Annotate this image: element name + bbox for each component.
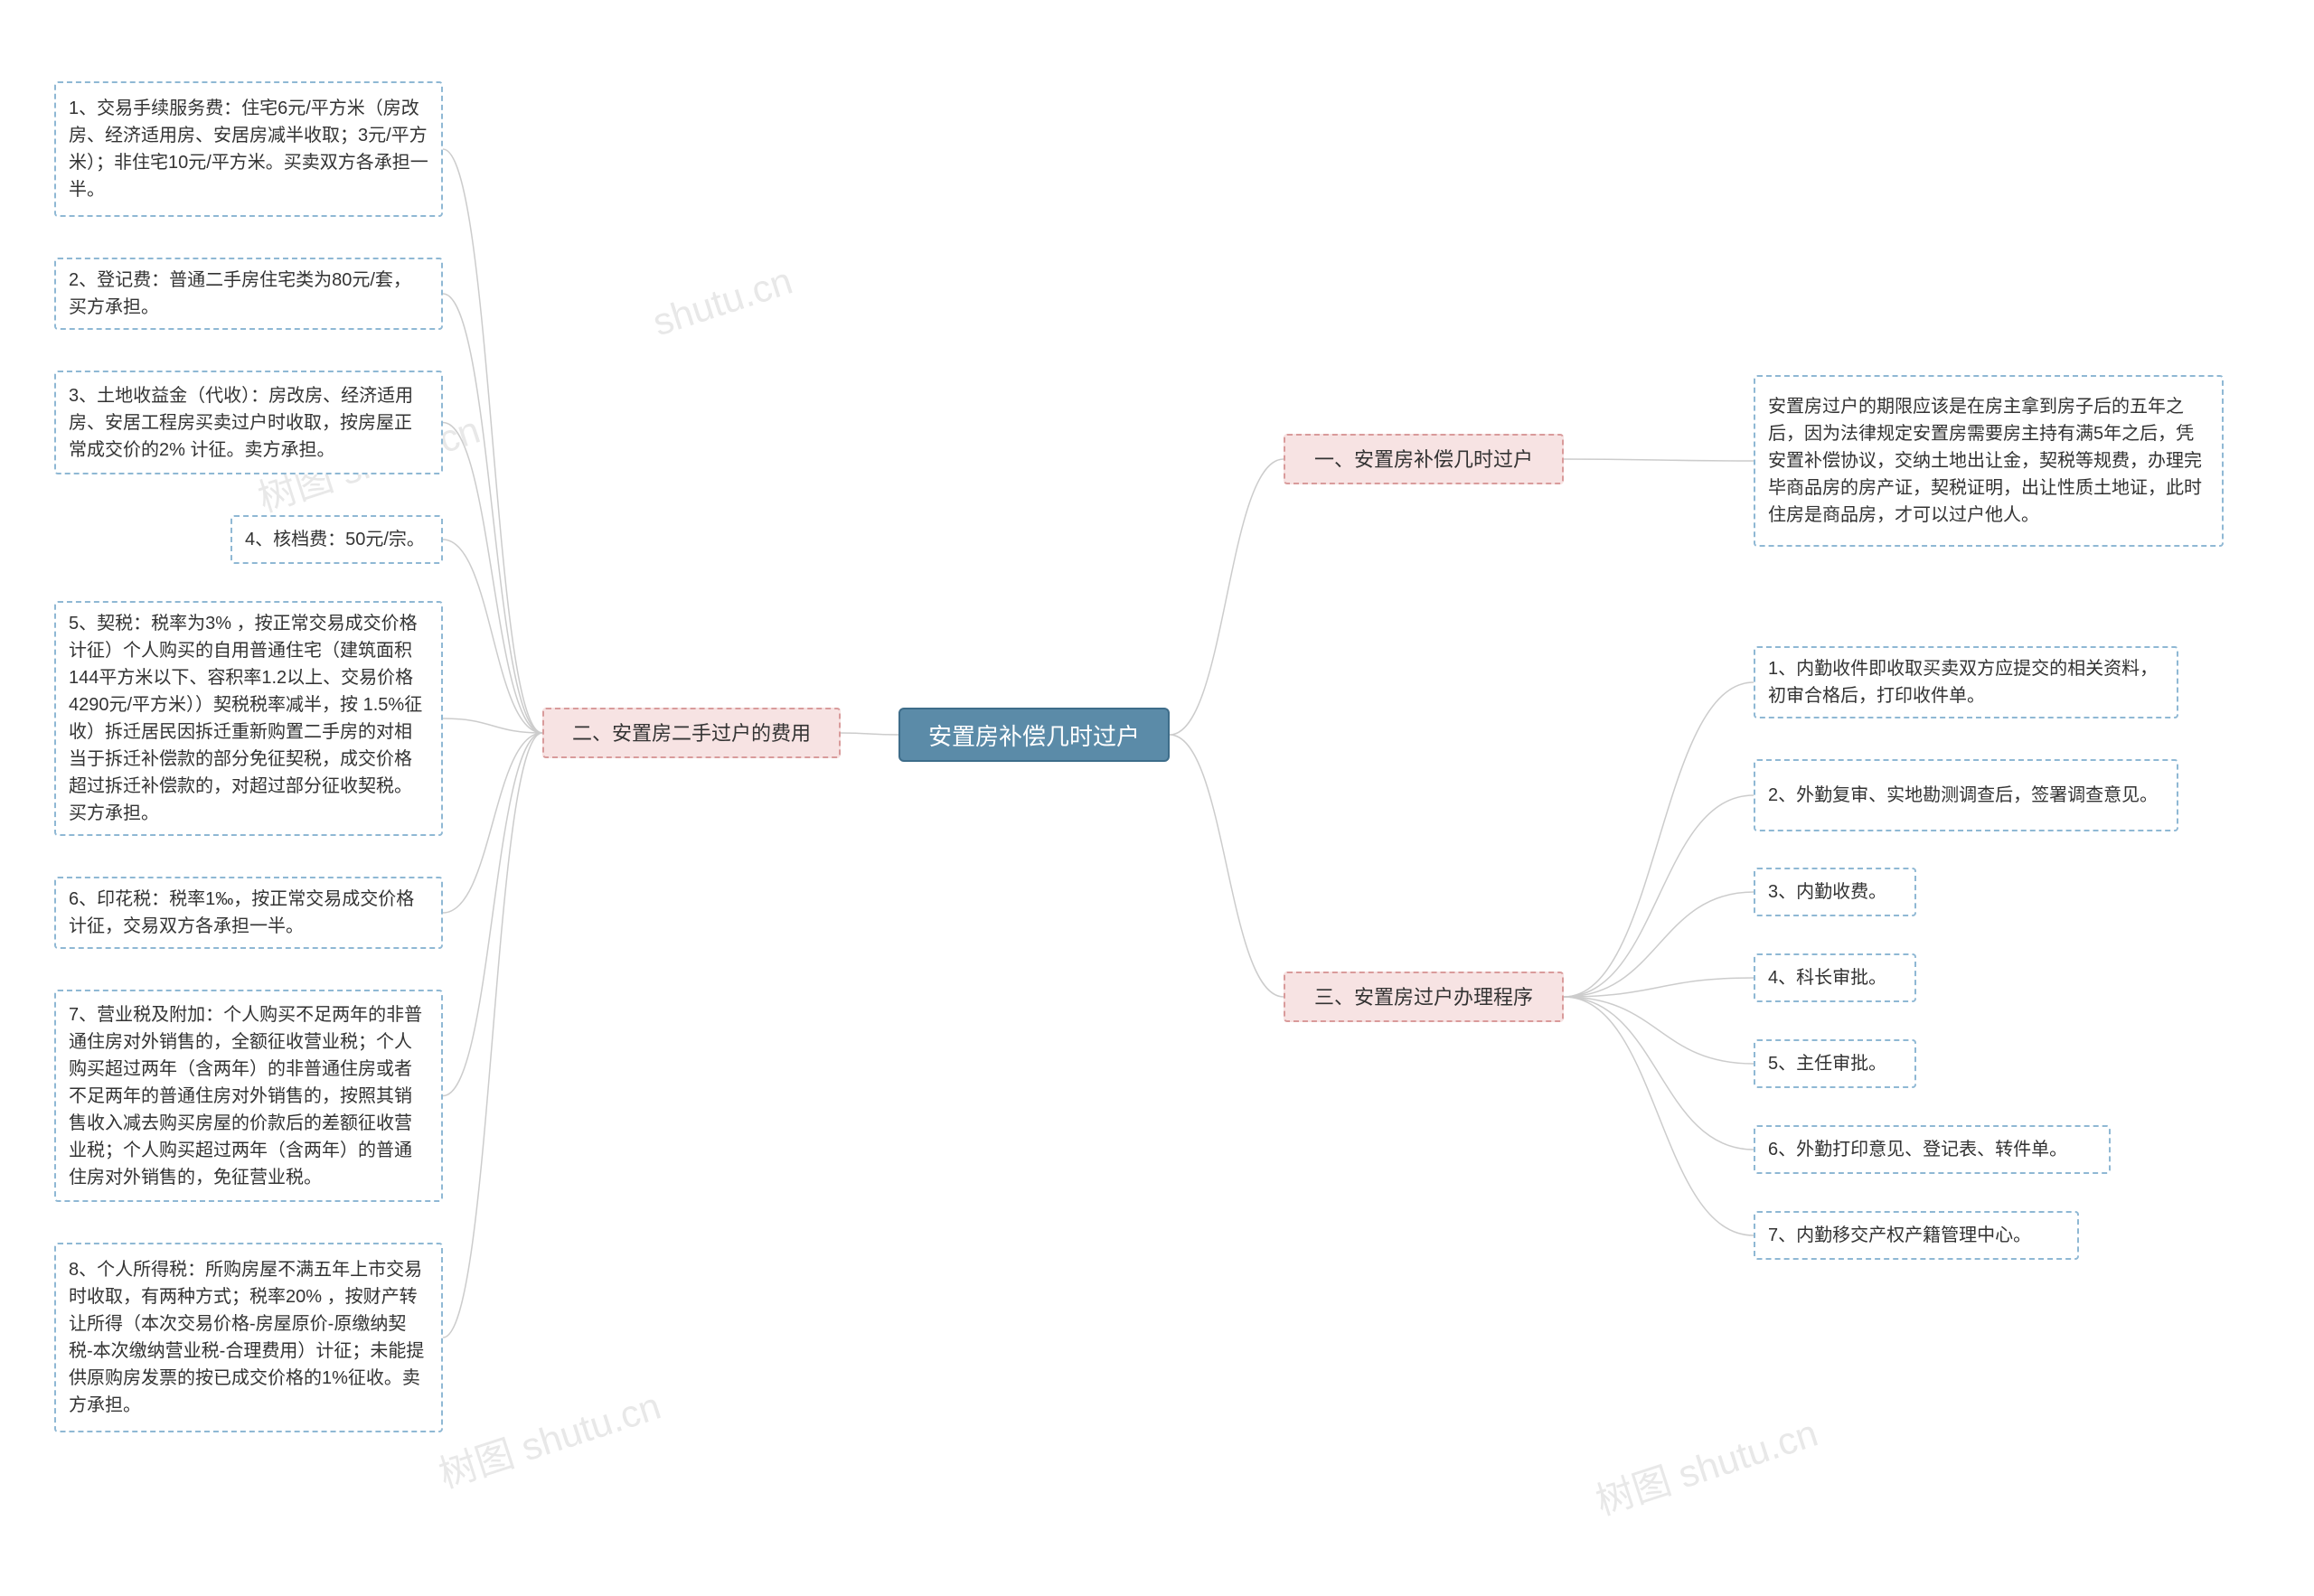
leaf-b3c2-label: 2、外勤复审、实地勘测调查后，签署调查意见。 [1768, 782, 2158, 809]
leaf-b3c3: 3、内勤收费。 [1754, 868, 1916, 916]
leaf-b2c5: 5、契税：税率为3% ，按正常交易成交价格计征）个人购买的自用普通住宅（建筑面积… [54, 601, 443, 836]
leaf-b2c5-label: 5、契税：税率为3% ，按正常交易成交价格计征）个人购买的自用普通住宅（建筑面积… [69, 610, 428, 827]
leaf-b2c8-label: 8、个人所得税：所购房屋不满五年上市交易时收取，有两种方式；税率20% ，按财产… [69, 1256, 428, 1419]
branch-b1-label: 一、安置房补偿几时过户 [1314, 445, 1533, 474]
leaf-b3c1-label: 1、内勤收件即收取买卖双方应提交的相关资料，初审合格后，打印收件单。 [1768, 655, 2164, 709]
branch-b2-label: 二、安置房二手过户的费用 [572, 718, 811, 748]
watermark: 树图 shutu.cn [431, 1375, 667, 1499]
leaf-b3c1: 1、内勤收件即收取买卖双方应提交的相关资料，初审合格后，打印收件单。 [1754, 646, 2178, 718]
branch-b1: 一、安置房补偿几时过户 [1284, 434, 1564, 484]
leaf-b2c3: 3、土地收益金（代收）：房改房、经济适用房、安居工程房买卖过户时收取，按房屋正常… [54, 371, 443, 474]
leaf-b2c6-label: 6、印花税：税率1‰，按正常交易成交价格计征，交易双方各承担一半。 [69, 886, 428, 940]
leaf-b3c7-label: 7、内勤移交产权产籍管理中心。 [1768, 1222, 2031, 1249]
leaf-b2c8: 8、个人所得税：所购房屋不满五年上市交易时收取，有两种方式；税率20% ，按财产… [54, 1243, 443, 1432]
leaf-b3c3-label: 3、内勤收费。 [1768, 878, 1886, 906]
leaf-b3c4-label: 4、科长审批。 [1768, 964, 1886, 991]
leaf-b2c6: 6、印花税：税率1‰，按正常交易成交价格计征，交易双方各承担一半。 [54, 877, 443, 949]
leaf-b1c1: 安置房过户的期限应该是在房主拿到房子后的五年之后，因为法律规定安置房需要房主持有… [1754, 375, 2224, 547]
leaf-b3c6: 6、外勤打印意见、登记表、转件单。 [1754, 1125, 2111, 1174]
leaf-b2c4: 4、核档费：50元/宗。 [230, 515, 443, 564]
leaf-b1c1-label: 安置房过户的期限应该是在房主拿到房子后的五年之后，因为法律规定安置房需要房主持有… [1768, 393, 2209, 529]
leaf-b2c3-label: 3、土地收益金（代收）：房改房、经济适用房、安居工程房买卖过户时收取，按房屋正常… [69, 382, 428, 464]
root-node: 安置房补偿几时过户 [898, 708, 1170, 762]
branch-b2: 二、安置房二手过户的费用 [542, 708, 841, 758]
root-label: 安置房补偿几时过户 [928, 718, 1140, 752]
leaf-b2c2: 2、登记费：普通二手房住宅类为80元/套，买方承担。 [54, 258, 443, 330]
leaf-b3c4: 4、科长审批。 [1754, 953, 1916, 1002]
leaf-b2c7: 7、营业税及附加：个人购买不足两年的非普通住房对外销售的，全额征收营业税；个人购… [54, 990, 443, 1202]
watermark: 树图 shutu.cn [1588, 1403, 1824, 1526]
watermark: shutu.cn [647, 259, 797, 345]
leaf-b2c1: 1、交易手续服务费：住宅6元/平方米（房改房、经济适用房、安居房减半收取；3元/… [54, 81, 443, 217]
leaf-b3c7: 7、内勤移交产权产籍管理中心。 [1754, 1211, 2079, 1260]
leaf-b2c2-label: 2、登记费：普通二手房住宅类为80元/套，买方承担。 [69, 267, 428, 321]
branch-b3: 三、安置房过户办理程序 [1284, 972, 1564, 1022]
leaf-b3c6-label: 6、外勤打印意见、登记表、转件单。 [1768, 1136, 2067, 1163]
branch-b3-label: 三、安置房过户办理程序 [1314, 982, 1533, 1012]
leaf-b3c2: 2、外勤复审、实地勘测调查后，签署调查意见。 [1754, 759, 2178, 831]
leaf-b3c5: 5、主任审批。 [1754, 1039, 1916, 1088]
leaf-b2c4-label: 4、核档费：50元/宗。 [245, 526, 425, 553]
leaf-b2c7-label: 7、营业税及附加：个人购买不足两年的非普通住房对外销售的，全额征收营业税；个人购… [69, 1001, 428, 1191]
leaf-b3c5-label: 5、主任审批。 [1768, 1050, 1886, 1077]
leaf-b2c1-label: 1、交易手续服务费：住宅6元/平方米（房改房、经济适用房、安居房减半收取；3元/… [69, 95, 428, 203]
